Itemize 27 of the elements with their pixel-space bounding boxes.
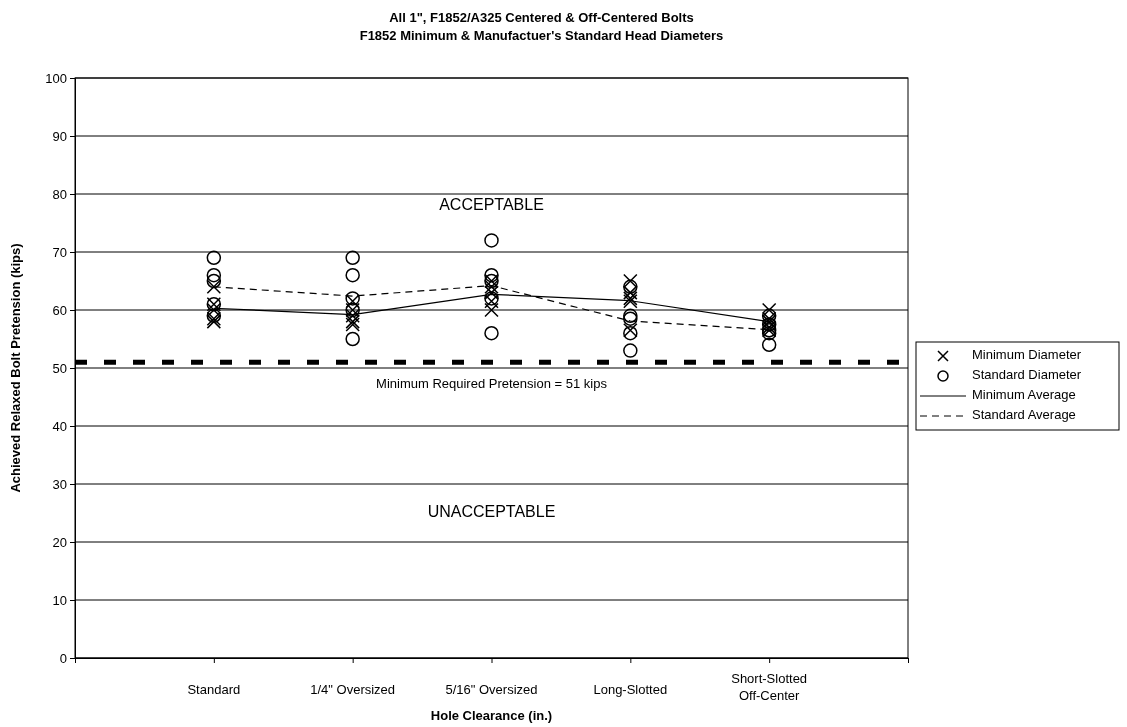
annotation: ACCEPTABLE: [439, 195, 544, 213]
x-tick-label: Short-Slotted Off-Center: [731, 671, 808, 703]
x-axis-title: Hole Clearance (in.): [430, 708, 553, 723]
annotation: UNACCEPTABLE: [427, 503, 556, 521]
y-tick-label: 80: [52, 186, 67, 202]
y-tick-label: 20: [52, 534, 67, 550]
y-axis-title: Achieved Relaxed Bolt Pretension (kips): [8, 243, 23, 493]
y-tick-label: 60: [52, 302, 67, 318]
ref-line-label: Minimum Required Pretension = 51 kips: [376, 376, 608, 392]
legend-label: Standard Diameter: [972, 367, 1082, 383]
chart-subtitle: F1852 Minimum & Manufactuer's Standard Head Diameters: [359, 28, 724, 43]
legend-label: Minimum Average: [972, 387, 1076, 403]
y-tick-label: 70: [52, 244, 67, 260]
x-tick-label: 1/4" Oversized: [310, 682, 396, 697]
x-tick-label: 5/16" Oversized: [445, 682, 538, 697]
y-tick-label: 90: [52, 128, 67, 144]
x-tick-label: Standard: [187, 682, 241, 697]
legend-label: Minimum Diameter: [972, 347, 1082, 363]
x-tick-label: Long-Slotted: [593, 682, 668, 697]
y-tick-label: 40: [52, 418, 67, 434]
y-tick-label: 100: [45, 70, 67, 86]
chart-title: All 1", F1852/A325 Centered & Off-Centered Bolts: [389, 10, 694, 25]
y-tick-label: 0: [59, 650, 67, 666]
y-tick-label: 30: [52, 476, 67, 492]
legend-label: Standard Average: [972, 407, 1076, 423]
y-tick-label: 10: [52, 592, 67, 608]
y-tick-label: 50: [52, 360, 67, 376]
